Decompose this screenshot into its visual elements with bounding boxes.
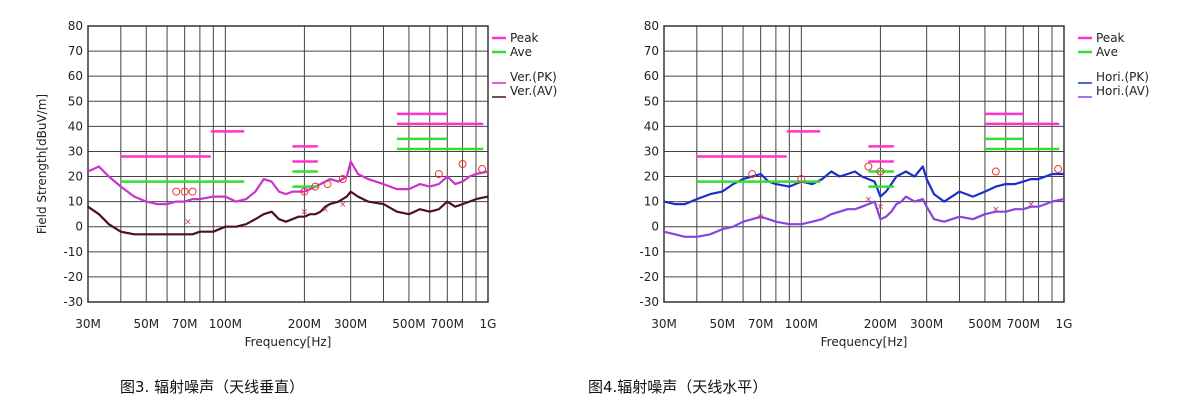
- x-tick-label: 700M: [1007, 317, 1040, 331]
- y-tick-label: 60: [68, 69, 83, 83]
- y-tick-label: 10: [68, 195, 83, 209]
- y-tick-label: 0: [75, 220, 83, 234]
- average-marker: ×: [877, 203, 885, 213]
- x-tick-label: 100M: [785, 317, 818, 331]
- average-marker: ×: [321, 205, 329, 215]
- peak-marker: [300, 187, 309, 196]
- peak-marker: [1054, 165, 1063, 174]
- chart-panel-vertical: 80 70 60 50 40 30 20 10 0 -10 -20 -30 30M 50M 70M 100M 2…: [35, 19, 557, 396]
- y-tick-label: 10: [644, 195, 659, 209]
- legend-label: Ave: [1096, 45, 1118, 59]
- peak-marker: [991, 167, 1000, 176]
- peak-marker: [188, 187, 197, 196]
- x-axis-label: Frequency[Hz]: [821, 335, 908, 349]
- x-tick-label: 500M: [392, 317, 425, 331]
- x-tick-label: 1G: [1056, 317, 1073, 331]
- y-tick-label: -30: [63, 295, 83, 309]
- average-marker: ×: [757, 213, 765, 223]
- series-line: [663, 165, 1064, 206]
- y-tick-label: 70: [644, 44, 659, 58]
- peak-marker: [172, 187, 181, 196]
- series-line: [663, 195, 1065, 238]
- y-tick-label: 70: [68, 44, 83, 58]
- legend-label: Peak: [510, 31, 539, 45]
- x-tick-label: 700M: [431, 317, 464, 331]
- y-axis-label: Field Strength[dBuV/m]: [35, 94, 49, 234]
- y-tick-label: -20: [639, 270, 659, 284]
- peak-marker: [338, 175, 347, 184]
- x-tick-label: 200M: [288, 317, 321, 331]
- y-tick-label: -30: [639, 295, 659, 309]
- legend-label: Ver.(AV): [510, 84, 557, 98]
- y-tick-label: 50: [644, 94, 659, 108]
- y-tick-label: 60: [644, 69, 659, 83]
- peak-marker: [864, 162, 873, 171]
- grid: [87, 25, 489, 303]
- y-tick-label: 30: [68, 144, 83, 158]
- grid: [663, 25, 1065, 303]
- figure-caption: 图4.辐射噪声（天线水平）: [588, 378, 768, 396]
- y-tick-label: 20: [644, 170, 659, 184]
- y-tick-label: -10: [63, 245, 83, 259]
- legend-label: Ave: [510, 45, 532, 59]
- legend-label: Ver.(PK): [510, 70, 557, 84]
- x-tick-label: 70M: [172, 317, 198, 331]
- x-tick-label: 30M: [75, 317, 101, 331]
- peak-marker: [797, 175, 806, 184]
- y-tick-label: 50: [68, 94, 83, 108]
- x-tick-label: 200M: [864, 317, 897, 331]
- y-tick-label: -10: [639, 245, 659, 259]
- chart-vertical: 80 70 60 50 40 30 20 10 0 -10 -20 -30 30M 50M 70M 100M 2…: [35, 19, 557, 349]
- peak-marker: [478, 165, 487, 174]
- legend-label: Hori.(AV): [1096, 84, 1149, 98]
- plot-frame: [663, 25, 1065, 303]
- legend-label: Hori.(PK): [1096, 70, 1149, 84]
- average-marker: ×: [339, 200, 347, 210]
- series-line: [87, 190, 489, 236]
- peak-marker: [311, 182, 320, 191]
- x-tick-label: 300M: [334, 317, 367, 331]
- y-tick-label: 30: [644, 144, 659, 158]
- x-tick-label: 100M: [209, 317, 242, 331]
- peak-marker: [180, 187, 189, 196]
- y-tick-label: -20: [63, 270, 83, 284]
- x-axis-label: Frequency[Hz]: [245, 335, 332, 349]
- x-tick-label: 500M: [968, 317, 1001, 331]
- y-tick-label: 40: [68, 119, 83, 133]
- plot-frame: [87, 25, 489, 303]
- x-tick-label: 50M: [133, 317, 159, 331]
- chart-panel-horizontal: 80 70 60 50 40 30 20 10 0 -10 -20 -30 30M 50M 70M 100M 2…: [588, 0, 1184, 406]
- average-marker: ×: [301, 208, 309, 218]
- figure-caption: 图3. 辐射噪声（天线垂直）: [120, 378, 305, 396]
- peak-marker: [323, 180, 332, 189]
- series-line: [87, 160, 489, 206]
- average-marker: ×: [1027, 200, 1035, 210]
- x-tick-label: 300M: [910, 317, 943, 331]
- y-tick-label: 0: [651, 220, 659, 234]
- x-tick-label: 50M: [709, 317, 735, 331]
- x-tick-label: 70M: [748, 317, 774, 331]
- average-marker: ×: [992, 205, 1000, 215]
- average-marker: ×: [865, 195, 873, 205]
- y-tick-label: 80: [644, 19, 659, 33]
- y-tick-label: 20: [68, 170, 83, 184]
- peak-marker: [458, 160, 467, 168]
- peak-marker: [434, 170, 443, 179]
- peak-marker: [748, 170, 757, 179]
- average-marker: ×: [184, 218, 192, 228]
- x-tick-label: 1G: [480, 317, 497, 331]
- legend-label: Peak: [1096, 31, 1125, 45]
- y-tick-label: 40: [644, 119, 659, 133]
- x-tick-label: 30M: [651, 317, 677, 331]
- chart-horizontal: 80 70 60 50 40 30 20 10 0 -10 -20 -30 30M 50M 70M 100M 2…: [639, 19, 1149, 349]
- peak-marker: [876, 167, 885, 176]
- y-tick-label: 80: [68, 19, 83, 33]
